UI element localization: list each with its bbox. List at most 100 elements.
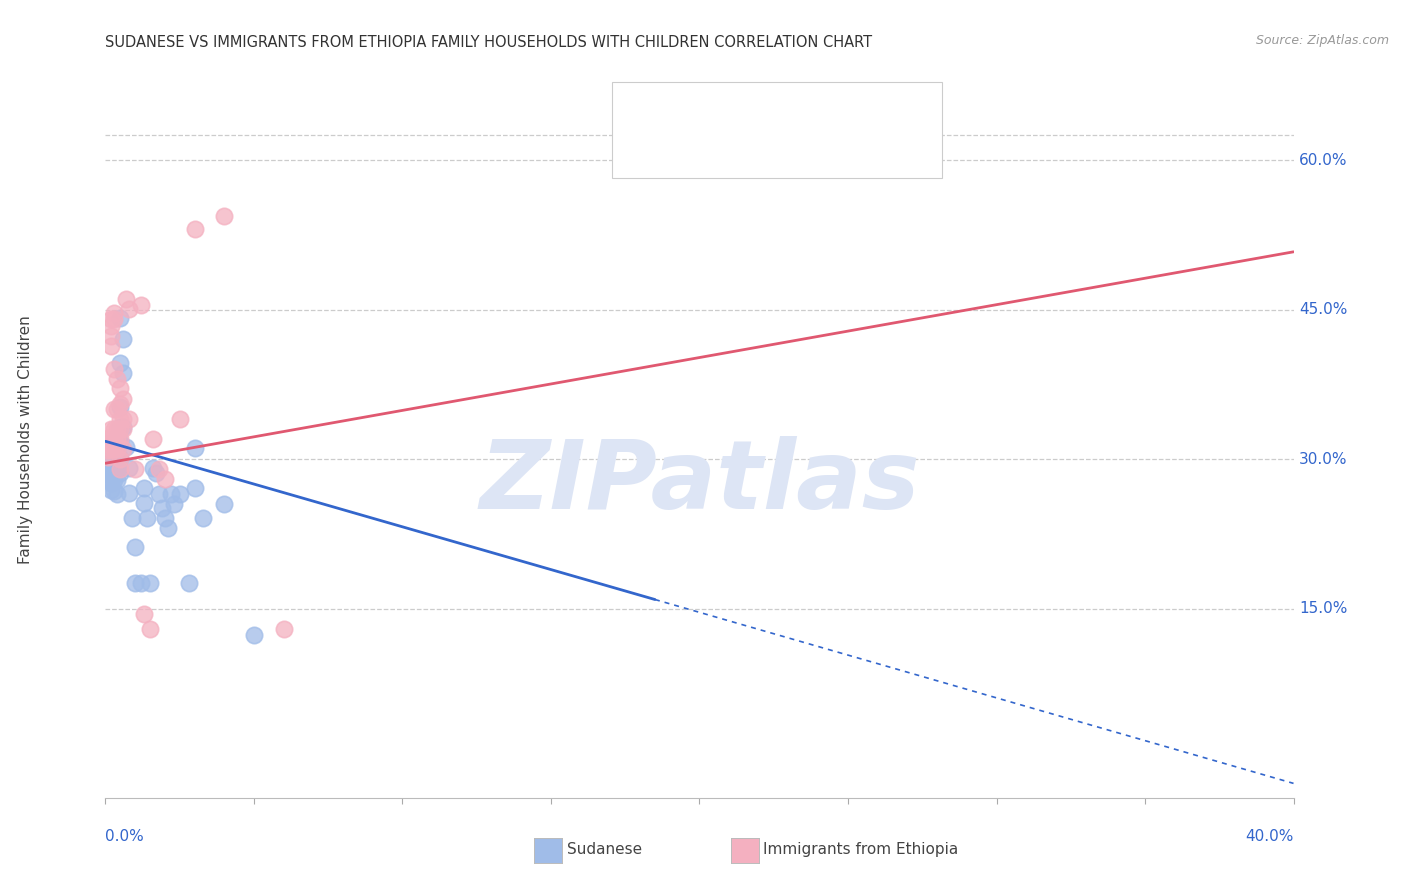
Point	[97, 431, 120, 445]
Text: 30.0%: 30.0%	[1299, 451, 1347, 467]
Point	[136, 511, 159, 525]
Point	[103, 362, 125, 376]
Point	[100, 483, 122, 498]
Point	[103, 458, 125, 473]
Point	[183, 222, 205, 236]
Text: 51: 51	[806, 137, 828, 155]
Point	[105, 462, 128, 476]
Point	[105, 487, 128, 501]
Text: Source: ZipAtlas.com: Source: ZipAtlas.com	[1256, 34, 1389, 46]
Point	[110, 397, 132, 411]
Point	[103, 433, 125, 447]
Point	[97, 442, 120, 457]
Point	[110, 452, 132, 467]
Point	[110, 420, 132, 434]
Point	[273, 622, 295, 636]
Point	[110, 381, 132, 395]
Point	[100, 452, 122, 467]
Point	[110, 467, 132, 481]
Point	[112, 442, 135, 457]
Text: R =: R =	[661, 100, 697, 118]
Point	[105, 452, 128, 467]
Point	[97, 467, 120, 482]
Point	[110, 451, 132, 466]
Point	[103, 422, 125, 436]
Point	[105, 433, 128, 447]
Point	[145, 467, 167, 481]
Text: 0.504: 0.504	[697, 137, 749, 155]
Point	[142, 433, 165, 447]
Point	[100, 422, 122, 436]
Point	[110, 433, 132, 447]
Point	[124, 576, 146, 591]
Point	[97, 447, 120, 461]
Text: 60.0%: 60.0%	[1299, 153, 1347, 168]
Point	[153, 511, 176, 525]
Point	[243, 628, 266, 642]
Point	[103, 484, 125, 499]
Point	[132, 481, 155, 495]
Point	[97, 450, 120, 465]
Point	[115, 292, 138, 306]
Point	[100, 440, 122, 454]
Point	[103, 306, 125, 320]
Point	[110, 401, 132, 415]
Point	[112, 422, 135, 436]
Point	[103, 442, 125, 457]
Text: SUDANESE VS IMMIGRANTS FROM ETHIOPIA FAMILY HOUSEHOLDS WITH CHILDREN CORRELATION: SUDANESE VS IMMIGRANTS FROM ETHIOPIA FAM…	[105, 36, 873, 50]
Point	[103, 311, 125, 326]
Point	[112, 392, 135, 407]
Point	[110, 310, 132, 325]
Point	[97, 472, 120, 486]
Point	[105, 402, 128, 417]
Point	[124, 462, 146, 476]
Point	[110, 412, 132, 426]
Point	[150, 501, 173, 516]
Point	[103, 452, 125, 467]
Point	[97, 437, 120, 451]
Text: 15.0%: 15.0%	[1299, 601, 1347, 616]
Point	[112, 367, 135, 381]
Point	[132, 496, 155, 510]
Point	[110, 462, 132, 476]
Text: Sudanese: Sudanese	[567, 842, 641, 856]
Point	[100, 442, 122, 457]
Point	[129, 298, 152, 312]
Point	[112, 332, 135, 346]
Point	[105, 442, 128, 456]
Point	[118, 412, 141, 426]
Point	[118, 461, 141, 475]
Point	[105, 430, 128, 444]
Point	[100, 328, 122, 343]
Point	[103, 402, 125, 417]
Point	[153, 472, 176, 486]
Point	[193, 511, 215, 525]
Point	[129, 576, 152, 591]
Point	[103, 445, 125, 459]
Point	[100, 318, 122, 333]
Point	[177, 576, 200, 591]
Point	[214, 497, 236, 511]
Point	[169, 487, 191, 501]
Point	[103, 464, 125, 478]
Point	[148, 487, 170, 501]
Point	[97, 443, 120, 458]
Point	[100, 338, 122, 352]
Point	[110, 355, 132, 369]
Point	[97, 462, 120, 476]
Point	[115, 440, 138, 454]
Point	[214, 209, 236, 223]
Point	[103, 436, 125, 450]
Point	[97, 437, 120, 451]
Point	[139, 576, 162, 591]
Point	[97, 457, 120, 471]
Point	[100, 476, 122, 491]
Point	[100, 311, 122, 326]
Point	[142, 461, 165, 475]
Text: 0.0%: 0.0%	[105, 830, 145, 844]
Point	[105, 422, 128, 436]
Point	[100, 463, 122, 477]
Point	[105, 473, 128, 487]
Point	[103, 473, 125, 487]
Text: ZIPatlas: ZIPatlas	[479, 436, 920, 529]
